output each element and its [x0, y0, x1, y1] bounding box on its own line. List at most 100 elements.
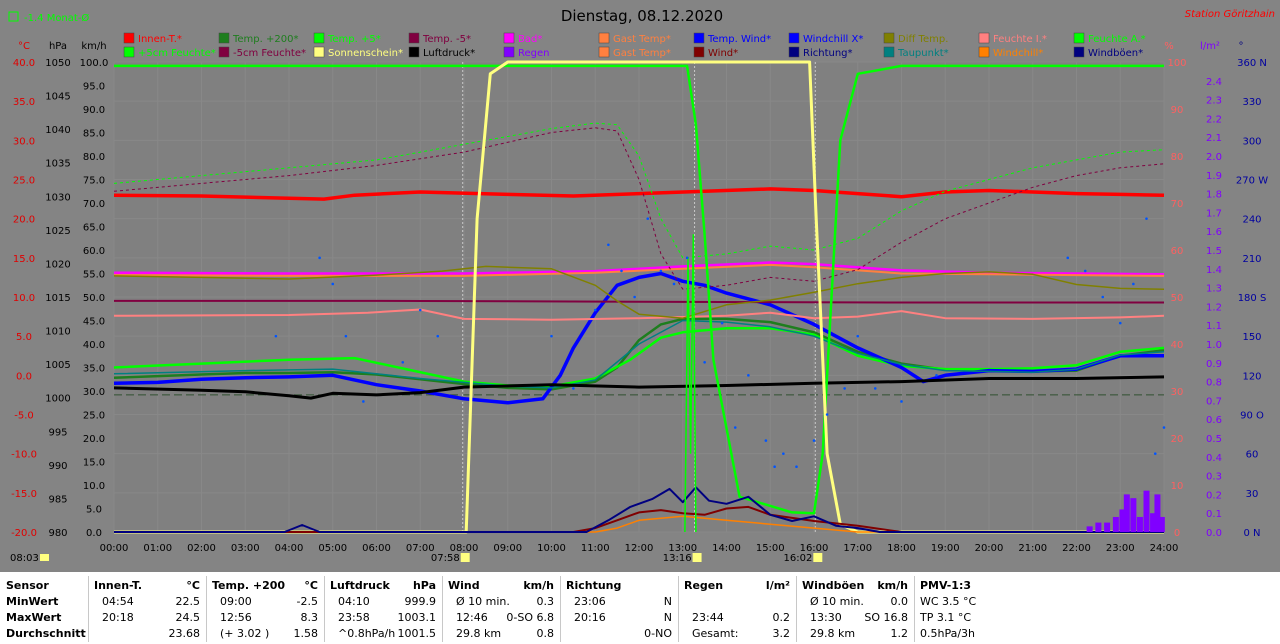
legend-label: +5cm Feuchte*: [138, 48, 216, 59]
stats-time: 20:16: [574, 611, 606, 624]
legend-swatch: [788, 32, 800, 44]
stats-column-regen: Regen l/m² 23:44 0.2 Gesamt: 3.2: [684, 572, 790, 644]
legend-swatch: [313, 46, 325, 58]
rain-bar: [1095, 522, 1102, 532]
legend-label: Windchill*: [993, 48, 1043, 59]
stats-header-label: Luftdruck: [330, 579, 390, 592]
temp-tick-label: 5.0: [16, 332, 32, 343]
pressure-tick-label: 985: [48, 494, 67, 505]
wind-tick-label: 40.0: [83, 340, 105, 351]
direction-point: [812, 439, 816, 442]
rain-bar: [1104, 522, 1111, 532]
temp-tick-label: -10.0: [11, 450, 37, 461]
humidity-tick-label: 30: [1171, 387, 1184, 398]
stats-row: 23:06 N: [566, 594, 672, 610]
stats-time: Ø 10 min.: [456, 595, 510, 608]
stats-sensor-column: Sensor MinWert MaxWert Durchschnitt: [6, 572, 88, 644]
wind-tick-label: 20.0: [83, 434, 105, 445]
temp-tick-label: 25.0: [13, 176, 35, 187]
legend-label: Diff Temp.: [898, 34, 948, 45]
stats-row: 13:30 SO 16.8: [802, 610, 908, 626]
rain-tick-label: 1.1: [1206, 321, 1222, 332]
legend-label: Temp. -5*: [422, 34, 471, 45]
time-markers: 07:58 13:16 16:02: [431, 62, 823, 564]
stats-min-label: MinWert: [6, 595, 59, 608]
divider: [560, 576, 561, 642]
temp-tick-label: 10.0: [13, 293, 35, 304]
pressure-tick-label: 1050: [45, 58, 70, 69]
legend-swatch: [978, 46, 990, 58]
legend-label: Wind*: [708, 48, 738, 59]
stats-row: Gesamt: 3.2: [684, 626, 790, 642]
temp-tick-label: -20.0: [11, 528, 37, 539]
wind-tick-label: 70.0: [83, 199, 105, 210]
stats-value: 8.3: [300, 611, 319, 624]
direction-point: [550, 334, 553, 338]
stats-value: 22.5: [175, 595, 201, 608]
stats-time: 12:56: [220, 611, 252, 624]
stats-row: (+ 3.02 ) 1.58: [212, 626, 318, 642]
stats-value: -2.5: [296, 595, 318, 608]
x-tick-label: 02:00: [187, 543, 216, 554]
stats-column-header: Richtung: [566, 578, 672, 594]
stats-column-richtung: Richtung 23:06 N 20:16 N 0-NO: [566, 572, 672, 644]
wind-tick-label: 15.0: [83, 458, 105, 469]
x-tick-label: 07:00: [406, 543, 435, 554]
gridlines: [113, 61, 1165, 533]
direction-point: [1145, 217, 1148, 220]
humidity-tick-label: 60: [1171, 246, 1184, 257]
sun-icon: [40, 554, 49, 561]
x-tick-label: 20:00: [975, 543, 1004, 554]
direction-point: [318, 256, 321, 260]
stats-column-header: Luftdruck hPa: [330, 578, 436, 594]
direction-point: [873, 387, 877, 390]
direction-point: [418, 308, 422, 312]
stats-column-pmv: PMV-1:3 WC 3.5 °C TP 3.1 °C 0.5hPa/3h: [920, 572, 1040, 644]
x-tick-label: 23:00: [1106, 543, 1135, 554]
rain-tick-label: 0.0: [1206, 528, 1222, 539]
stats-value: 23.68: [168, 627, 201, 640]
stats-row: TP 3.1 °C: [920, 611, 972, 624]
temp-tick-label: 35.0: [13, 97, 35, 108]
wind-tick-label: 75.0: [83, 176, 105, 187]
x-tick-label: 14:00: [712, 543, 741, 554]
direction-tick-label: 120: [1242, 371, 1261, 382]
direction-point: [935, 374, 938, 377]
pressure-tick-label: 1045: [45, 92, 70, 103]
series-line: [114, 505, 1164, 533]
pressure-tick-label: 1000: [45, 394, 70, 405]
stats-time: [94, 627, 102, 640]
stats-column-header: Innen-T. °C: [94, 578, 200, 594]
direction-tick-label: 150: [1242, 332, 1261, 343]
direction-point: [1162, 426, 1166, 429]
direction-tick-label: 270 W: [1236, 176, 1268, 187]
series-line: [113, 375, 1165, 400]
direction-tick-label: 300: [1242, 136, 1261, 147]
rain-tick-label: 2.0: [1206, 152, 1222, 163]
time-marker-icon: [813, 553, 823, 562]
legend-label: Gast Temp*: [613, 48, 671, 59]
stats-row: 23:44 0.2: [684, 610, 790, 626]
legend-label: Gast Temp*: [613, 34, 671, 45]
pressure-tick-label: 990: [48, 461, 67, 472]
stats-value: 0.8: [536, 627, 555, 640]
station-name: Station Göritzhain: [1185, 9, 1275, 20]
rain-tick-label: 1.4: [1206, 265, 1222, 276]
stats-column-wind: Wind km/h Ø 10 min. 0.3 12:46 0-SO 6.8 29.8 km…: [448, 572, 554, 644]
direction-point: [764, 439, 768, 442]
rain-bar: [1130, 498, 1137, 532]
direction-tick-label: 330: [1242, 97, 1261, 108]
rain-tick-label: 0.7: [1206, 396, 1222, 407]
legend-swatch: [693, 46, 705, 58]
stats-time: Ø 10 min.: [810, 595, 864, 608]
stats-value: SO 16.8: [864, 611, 908, 624]
series-lines: [113, 60, 1165, 534]
x-tick-label: 09:00: [493, 543, 522, 554]
stats-row: 04:10 999.9: [330, 594, 436, 610]
legend-label: Luftdruck*: [423, 48, 475, 59]
pressure-tick-label: 1025: [45, 226, 70, 237]
direction-tick-label: 210: [1242, 254, 1261, 265]
rain-tick-label: 1.7: [1206, 208, 1222, 219]
rain-tick-label: 1.0: [1206, 340, 1222, 351]
stats-time: 29.8 km: [810, 627, 856, 640]
